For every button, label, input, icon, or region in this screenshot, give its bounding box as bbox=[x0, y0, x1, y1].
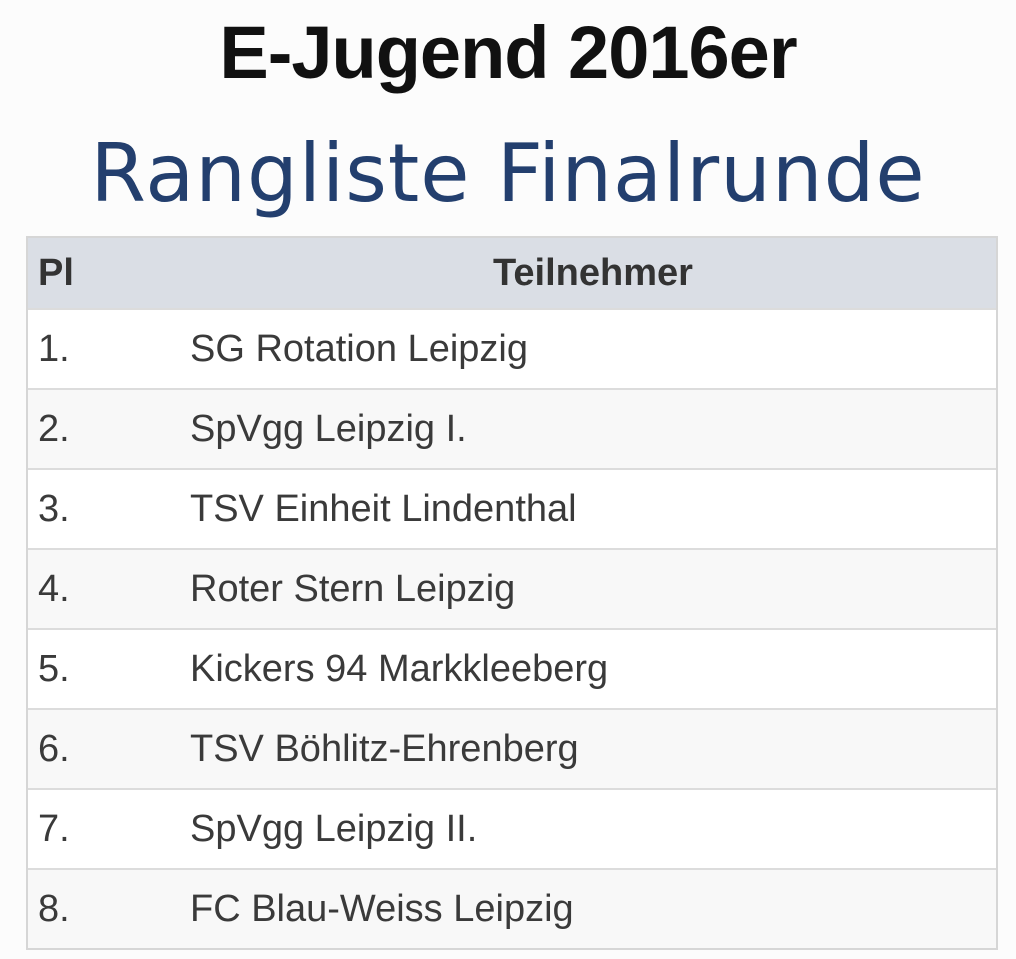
place-cell: 1. bbox=[38, 328, 70, 370]
place-cell: 7. bbox=[38, 808, 70, 850]
team-cell: TSV Böhlitz-Ehrenberg bbox=[190, 728, 579, 770]
table-header: Pl Teilnehmer bbox=[28, 238, 996, 308]
team-cell: Kickers 94 Markkleeberg bbox=[190, 648, 609, 690]
column-header-participant: Teilnehmer bbox=[493, 252, 693, 294]
table-row: 2. SpVgg Leipzig I. bbox=[28, 388, 996, 468]
table-row: 7. SpVgg Leipzig II. bbox=[28, 788, 996, 868]
table-row: 3. TSV Einheit Lindenthal bbox=[28, 468, 996, 548]
team-cell: SpVgg Leipzig I. bbox=[190, 408, 467, 450]
team-cell: SpVgg Leipzig II. bbox=[190, 808, 478, 850]
table-row: 4. Roter Stern Leipzig bbox=[28, 548, 996, 628]
place-cell: 2. bbox=[38, 408, 70, 450]
place-cell: 3. bbox=[38, 488, 70, 530]
place-cell: 4. bbox=[38, 568, 70, 610]
table-row: 6. TSV Böhlitz-Ehrenberg bbox=[28, 708, 996, 788]
team-cell: TSV Einheit Lindenthal bbox=[190, 488, 577, 530]
team-cell: FC Blau-Weiss Leipzig bbox=[190, 888, 574, 930]
team-cell: SG Rotation Leipzig bbox=[190, 328, 528, 370]
page-title: E-Jugend 2016er bbox=[219, 11, 797, 94]
ranking-table: Pl Teilnehmer 1. SG Rotation Leipzig 2. … bbox=[26, 236, 998, 950]
place-cell: 5. bbox=[38, 648, 70, 690]
place-cell: 8. bbox=[38, 888, 70, 930]
team-cell: Roter Stern Leipzig bbox=[190, 568, 516, 610]
place-cell: 6. bbox=[38, 728, 70, 770]
table-row: 8. FC Blau-Weiss Leipzig bbox=[28, 868, 996, 948]
table-row: 5. Kickers 94 Markkleeberg bbox=[28, 628, 996, 708]
page-subtitle: Rangliste Finalrunde bbox=[90, 127, 926, 220]
column-header-place: Pl bbox=[38, 252, 74, 294]
table-row: 1. SG Rotation Leipzig bbox=[28, 308, 996, 388]
